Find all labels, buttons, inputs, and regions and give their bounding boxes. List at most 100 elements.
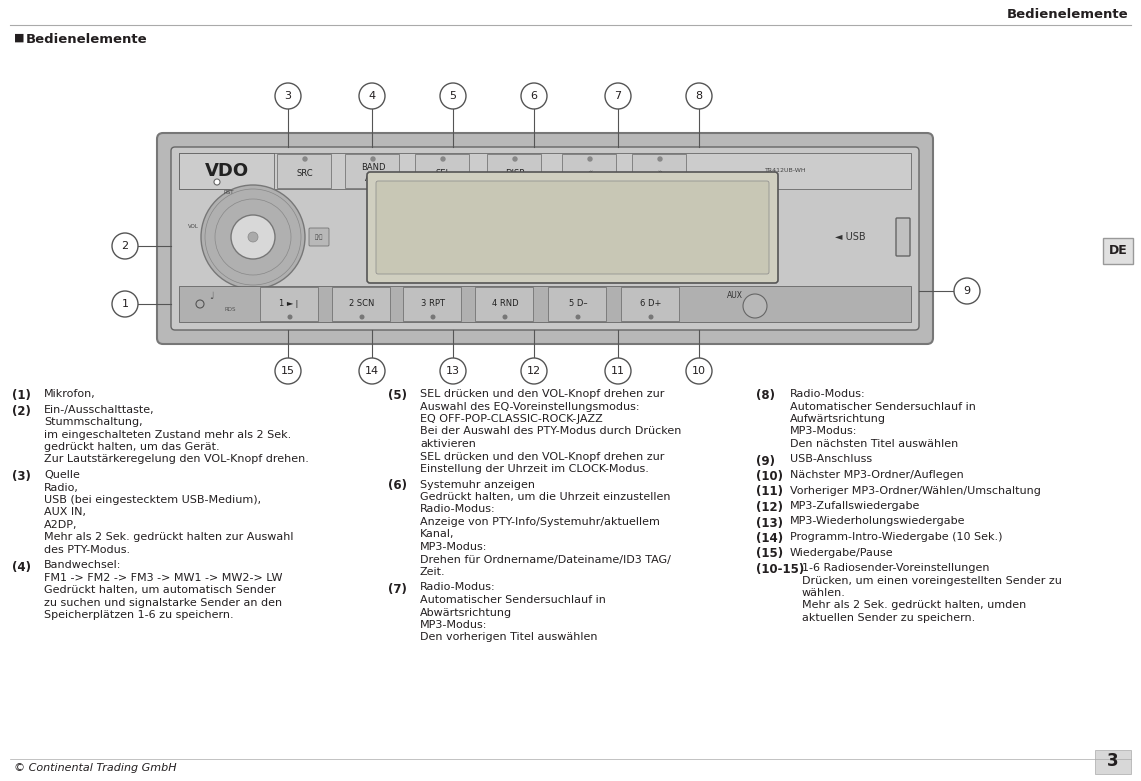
Circle shape — [275, 358, 301, 384]
Text: (13): (13) — [756, 516, 783, 530]
Text: (10-15): (10-15) — [756, 563, 804, 576]
FancyBboxPatch shape — [548, 287, 606, 321]
Text: 13: 13 — [446, 366, 460, 376]
Text: (5): (5) — [388, 389, 407, 402]
Text: SEL drücken und den VOL-Knopf drehen zur: SEL drücken und den VOL-Knopf drehen zur — [420, 451, 664, 462]
Text: (15): (15) — [756, 547, 783, 561]
Text: 5: 5 — [450, 91, 456, 101]
Text: (4): (4) — [13, 561, 31, 573]
Text: gedrückt halten, um das Gerät.: gedrückt halten, um das Gerät. — [44, 442, 219, 452]
Text: 3: 3 — [1107, 752, 1119, 770]
Text: aktivieren: aktivieren — [420, 439, 476, 449]
FancyBboxPatch shape — [632, 154, 686, 188]
Text: (10): (10) — [756, 470, 783, 483]
Text: (12): (12) — [756, 501, 783, 514]
FancyBboxPatch shape — [179, 153, 911, 189]
Circle shape — [658, 157, 662, 161]
Text: 6 D+: 6 D+ — [640, 298, 662, 308]
Text: Systemuhr anzeigen: Systemuhr anzeigen — [420, 480, 535, 490]
Text: AUX IN,: AUX IN, — [44, 508, 86, 518]
Text: MP3-Wiederholungswiedergabe: MP3-Wiederholungswiedergabe — [790, 516, 965, 526]
Text: MP3-Modus:: MP3-Modus: — [420, 542, 487, 552]
Circle shape — [442, 157, 445, 161]
FancyBboxPatch shape — [475, 287, 533, 321]
Text: 10: 10 — [691, 366, 706, 376]
Text: MP3-Zufallswiedergabe: MP3-Zufallswiedergabe — [790, 501, 921, 511]
Text: 3: 3 — [284, 91, 291, 101]
Circle shape — [686, 358, 712, 384]
Circle shape — [521, 358, 547, 384]
Circle shape — [359, 83, 385, 109]
Circle shape — [275, 83, 301, 109]
Text: Radio-Modus:: Radio-Modus: — [420, 505, 495, 515]
Text: USB-Anschluss: USB-Anschluss — [790, 455, 872, 465]
Text: ⏻/⏸: ⏻/⏸ — [315, 234, 323, 240]
Text: Speicherplätzen 1-6 zu speichern.: Speicherplätzen 1-6 zu speichern. — [44, 611, 234, 620]
FancyBboxPatch shape — [896, 218, 911, 256]
Circle shape — [605, 358, 631, 384]
Text: 5 D–: 5 D– — [568, 298, 588, 308]
Text: 15: 15 — [281, 366, 296, 376]
FancyBboxPatch shape — [260, 287, 318, 321]
Circle shape — [359, 358, 385, 384]
Text: zu suchen und signalstarke Sender an den: zu suchen und signalstarke Sender an den — [44, 598, 282, 608]
Text: aktuellen Sender zu speichern.: aktuellen Sender zu speichern. — [802, 613, 976, 623]
Text: TR412UB-WH: TR412UB-WH — [764, 169, 807, 173]
FancyBboxPatch shape — [415, 154, 469, 188]
Text: 6: 6 — [531, 91, 537, 101]
Text: (9): (9) — [756, 455, 775, 468]
Text: Programm-Intro-Wiedergabe (10 Sek.): Programm-Intro-Wiedergabe (10 Sek.) — [790, 532, 1003, 542]
FancyBboxPatch shape — [1095, 750, 1131, 774]
Text: SEL drücken und den VOL-Knopf drehen zur: SEL drücken und den VOL-Knopf drehen zur — [420, 389, 664, 399]
Circle shape — [201, 185, 305, 289]
Text: (2): (2) — [13, 405, 31, 418]
FancyBboxPatch shape — [345, 154, 399, 188]
Circle shape — [605, 83, 631, 109]
Text: Ein-/Ausschalttaste,: Ein-/Ausschalttaste, — [44, 405, 155, 415]
Circle shape — [230, 215, 275, 259]
Text: 9: 9 — [963, 286, 971, 296]
Text: RDS: RDS — [225, 307, 236, 312]
Circle shape — [371, 157, 375, 161]
Circle shape — [686, 83, 712, 109]
Text: Drehen für Ordnername/Dateiname/ID3 TAG/: Drehen für Ordnername/Dateiname/ID3 TAG/ — [420, 555, 671, 565]
Text: 11: 11 — [610, 366, 625, 376]
FancyBboxPatch shape — [171, 147, 919, 330]
Circle shape — [521, 83, 547, 109]
Text: 1 ►❘: 1 ►❘ — [280, 298, 301, 308]
Circle shape — [361, 316, 364, 319]
Text: Automatischer Sendersuchlauf in: Automatischer Sendersuchlauf in — [790, 401, 976, 412]
Circle shape — [743, 294, 767, 318]
Text: Aufwärtsrichtung: Aufwärtsrichtung — [790, 414, 887, 424]
Text: MP3-Modus:: MP3-Modus: — [420, 620, 487, 630]
Text: FM1 -> FM2 -> FM3 -> MW1 -> MW2-> LW: FM1 -> FM2 -> FM3 -> MW1 -> MW2-> LW — [44, 573, 283, 583]
Text: Bei der Auswahl des PTY-Modus durch Drücken: Bei der Auswahl des PTY-Modus durch Drüc… — [420, 426, 681, 437]
Text: Bedienelemente: Bedienelemente — [26, 33, 147, 46]
FancyBboxPatch shape — [1103, 238, 1133, 264]
Text: Mehr als 2 Sek. gedrückt halten zur Auswahl: Mehr als 2 Sek. gedrückt halten zur Ausw… — [44, 533, 293, 543]
Text: Mikrofon,: Mikrofon, — [44, 389, 96, 399]
Circle shape — [112, 233, 138, 259]
Circle shape — [440, 83, 466, 109]
Circle shape — [431, 316, 435, 319]
Text: 2 SCN: 2 SCN — [349, 298, 374, 308]
Text: Einstellung der Uhrzeit im CLOCK-Modus.: Einstellung der Uhrzeit im CLOCK-Modus. — [420, 464, 649, 474]
Text: Gedrückt halten, um die Uhrzeit einzustellen: Gedrückt halten, um die Uhrzeit einzuste… — [420, 492, 671, 502]
Text: »: » — [657, 169, 663, 177]
Text: Stummschaltung,: Stummschaltung, — [44, 417, 143, 427]
Circle shape — [954, 278, 980, 304]
Text: BAND
AST: BAND AST — [361, 163, 386, 183]
Text: 1-6 Radiosender-Voreinstellungen: 1-6 Radiosender-Voreinstellungen — [802, 563, 989, 573]
FancyBboxPatch shape — [157, 133, 933, 344]
Text: Vorheriger MP3-Ordner/Wählen/Umschaltung: Vorheriger MP3-Ordner/Wählen/Umschaltung — [790, 486, 1041, 495]
Circle shape — [503, 316, 507, 319]
Text: AUX: AUX — [727, 291, 743, 301]
Text: (7): (7) — [388, 583, 407, 595]
Text: DISP: DISP — [505, 169, 525, 177]
Text: © Continental Trading GmbH: © Continental Trading GmbH — [14, 763, 177, 773]
Text: wählen.: wählen. — [802, 588, 845, 598]
Text: Drücken, um einen voreingestellten Sender zu: Drücken, um einen voreingestellten Sende… — [802, 576, 1062, 586]
Text: ◄ USB: ◄ USB — [835, 232, 866, 242]
Text: (8): (8) — [756, 389, 775, 402]
Text: Bandwechsel:: Bandwechsel: — [44, 561, 121, 570]
